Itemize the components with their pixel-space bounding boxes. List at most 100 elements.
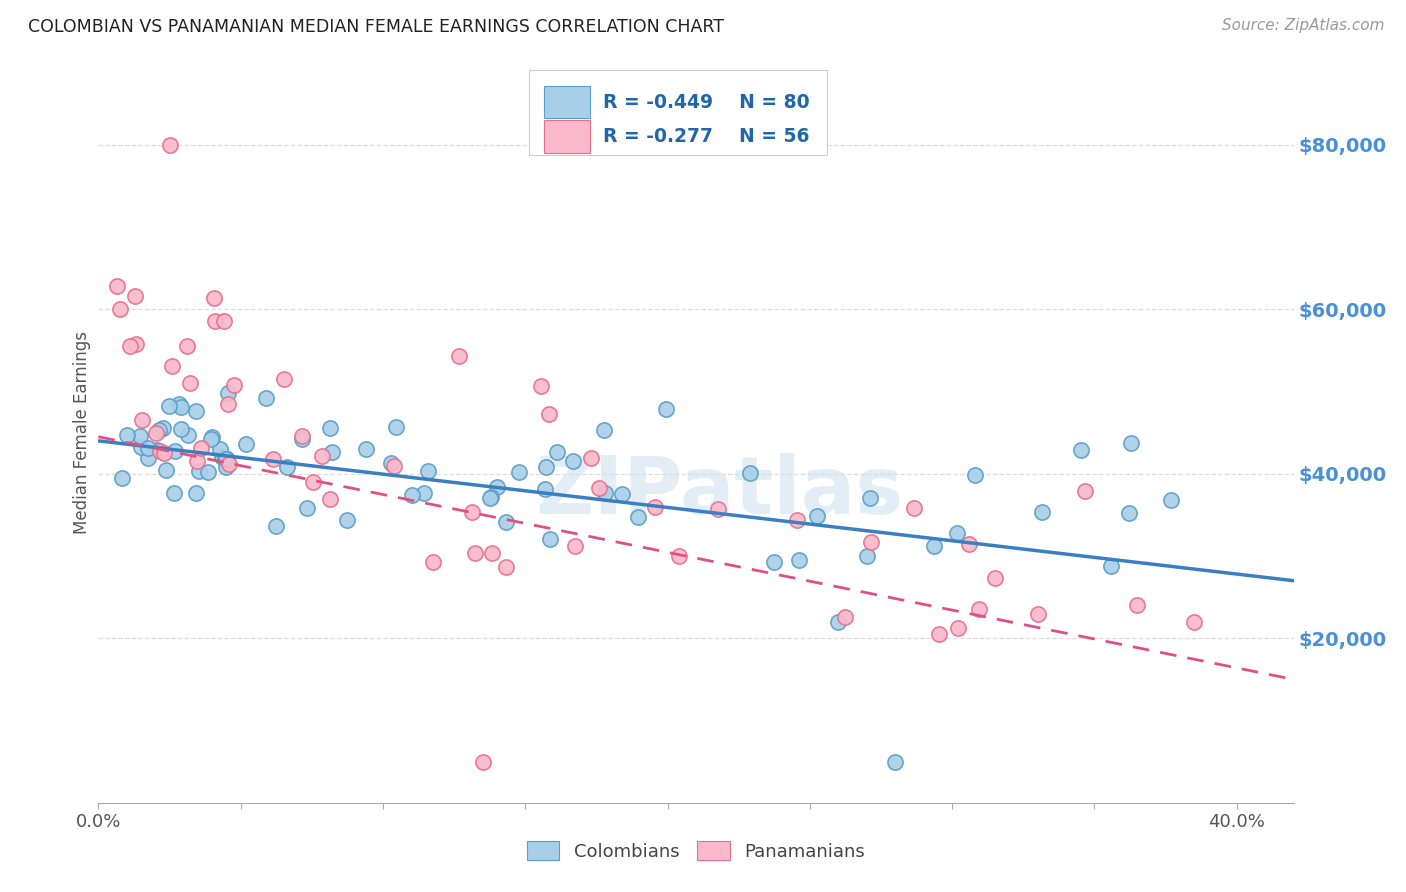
Point (1182, 615, 1205, 629)
Point (208, 442, 231, 456)
Point (834, 610, 856, 624)
Point (957, 537, 980, 551)
Point (149, 443, 172, 458)
Point (385, 420, 408, 434)
Point (215, 451, 238, 466)
Point (707, 502, 730, 516)
Point (983, 571, 1005, 585)
Point (579, 450, 602, 465)
Point (179, 376, 201, 390)
Point (858, 491, 880, 505)
Point (538, 532, 561, 546)
Text: Source: ZipAtlas.com: Source: ZipAtlas.com (1222, 18, 1385, 33)
Point (163, 444, 186, 458)
Point (534, 459, 557, 474)
Point (176, 339, 198, 353)
Point (922, 539, 945, 553)
Point (212, 314, 235, 328)
Point (302, 475, 325, 489)
Point (1121, 436, 1143, 450)
Point (169, 422, 191, 436)
Point (157, 399, 180, 413)
Point (146, 442, 169, 457)
Point (319, 421, 342, 435)
Point (222, 377, 245, 392)
Point (564, 539, 586, 553)
Point (111, 471, 134, 485)
Point (464, 546, 486, 560)
Point (152, 421, 174, 435)
Point (627, 510, 650, 524)
Point (167, 397, 190, 411)
Point (129, 440, 152, 454)
Point (131, 413, 153, 427)
Point (738, 467, 761, 481)
Point (859, 535, 882, 549)
Point (273, 372, 295, 386)
Point (335, 513, 357, 527)
Point (311, 449, 333, 463)
Point (562, 454, 585, 468)
Point (201, 430, 224, 444)
Point (1026, 607, 1049, 621)
Point (1070, 443, 1092, 458)
Point (668, 549, 690, 564)
Text: R = -0.449    N = 80: R = -0.449 N = 80 (603, 93, 810, 112)
Point (124, 289, 146, 303)
Bar (544, 120, 589, 153)
Point (486, 480, 509, 494)
Point (163, 486, 186, 500)
Point (1074, 483, 1097, 498)
Point (1099, 559, 1122, 574)
Point (530, 379, 553, 393)
Text: COLOMBIAN VS PANAMANIAN MEDIAN FEMALE EARNINGS CORRELATION CHART: COLOMBIAN VS PANAMANIAN MEDIAN FEMALE EA… (28, 18, 724, 36)
Point (533, 482, 555, 496)
Point (786, 513, 808, 527)
Point (967, 602, 990, 616)
Point (136, 450, 159, 465)
Point (449, 349, 471, 363)
Point (115, 427, 138, 442)
Text: R = -0.277    N = 56: R = -0.277 N = 56 (603, 127, 810, 145)
Point (291, 432, 314, 446)
Point (138, 441, 160, 455)
Point (903, 501, 925, 516)
FancyBboxPatch shape (529, 70, 827, 155)
Point (155, 463, 177, 477)
Point (321, 445, 343, 459)
Y-axis label: Median Female Earnings: Median Female Earnings (73, 331, 91, 534)
Point (184, 485, 207, 500)
Point (214, 450, 236, 465)
Point (471, 755, 494, 769)
Point (1031, 505, 1053, 519)
Point (1118, 506, 1140, 520)
Point (184, 404, 207, 418)
Point (153, 446, 176, 460)
Point (422, 555, 444, 569)
Legend: Colombians, Panamanians: Colombians, Panamanians (520, 833, 872, 868)
Point (197, 465, 219, 479)
Point (262, 452, 284, 467)
Point (215, 460, 238, 475)
Point (644, 500, 666, 514)
Point (186, 454, 208, 468)
Point (170, 400, 193, 414)
Point (108, 301, 131, 316)
Bar (544, 86, 589, 119)
Point (806, 509, 828, 524)
Point (177, 427, 200, 442)
Point (416, 464, 439, 478)
Point (105, 278, 128, 293)
Point (413, 486, 436, 500)
Point (495, 516, 517, 530)
Point (1126, 599, 1149, 613)
Point (479, 491, 502, 505)
Point (217, 397, 239, 411)
Point (215, 451, 238, 466)
Point (508, 465, 530, 479)
Point (1160, 493, 1182, 508)
Point (204, 314, 226, 328)
Point (380, 457, 402, 471)
Point (218, 457, 240, 471)
Point (187, 464, 209, 478)
